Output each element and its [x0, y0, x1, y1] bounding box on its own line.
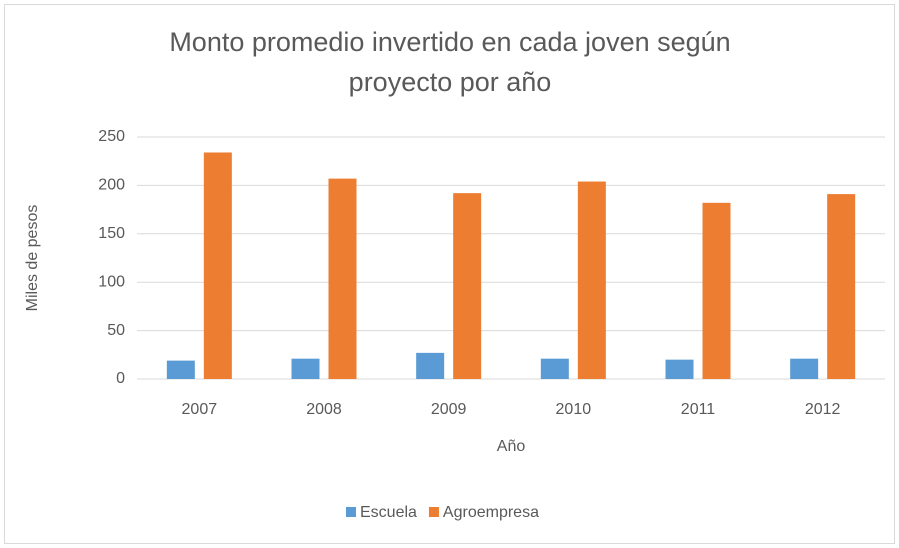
bar — [665, 359, 694, 379]
bar — [166, 360, 195, 379]
bar — [453, 193, 482, 379]
y-tick-label: 0 — [116, 370, 125, 387]
x-tick-label: 2007 — [182, 401, 218, 418]
y-tick-label: 100 — [98, 273, 125, 290]
chart-frame — [4, 4, 895, 544]
y-tick-label: 150 — [98, 225, 125, 242]
bar — [203, 152, 232, 379]
legend-label: Escuela — [360, 504, 417, 521]
x-tick-label: 2009 — [431, 401, 467, 418]
y-axis-label: Miles de pesos — [24, 205, 41, 312]
y-tick-label: 250 — [98, 128, 125, 145]
y-tick-label: 200 — [98, 177, 125, 194]
bar — [790, 358, 819, 379]
y-tick-label: 50 — [107, 322, 125, 339]
x-tick-label: 2011 — [681, 401, 716, 418]
legend-swatch — [428, 507, 439, 517]
x-axis-label: Año — [497, 438, 526, 455]
legend-swatch — [346, 507, 356, 517]
chart-title: Monto promedio invertido en cada joven s… — [169, 27, 731, 97]
bar — [577, 181, 606, 379]
bar — [291, 358, 320, 379]
x-tick-label: 2010 — [556, 401, 592, 418]
x-tick-label: 2008 — [306, 401, 342, 418]
bar — [827, 194, 856, 379]
bar — [540, 358, 569, 379]
legend-label: Agroempresa — [443, 504, 539, 521]
bar — [702, 202, 731, 379]
bar — [416, 352, 445, 379]
x-tick-label: 2012 — [805, 401, 841, 418]
bar — [328, 178, 357, 379]
